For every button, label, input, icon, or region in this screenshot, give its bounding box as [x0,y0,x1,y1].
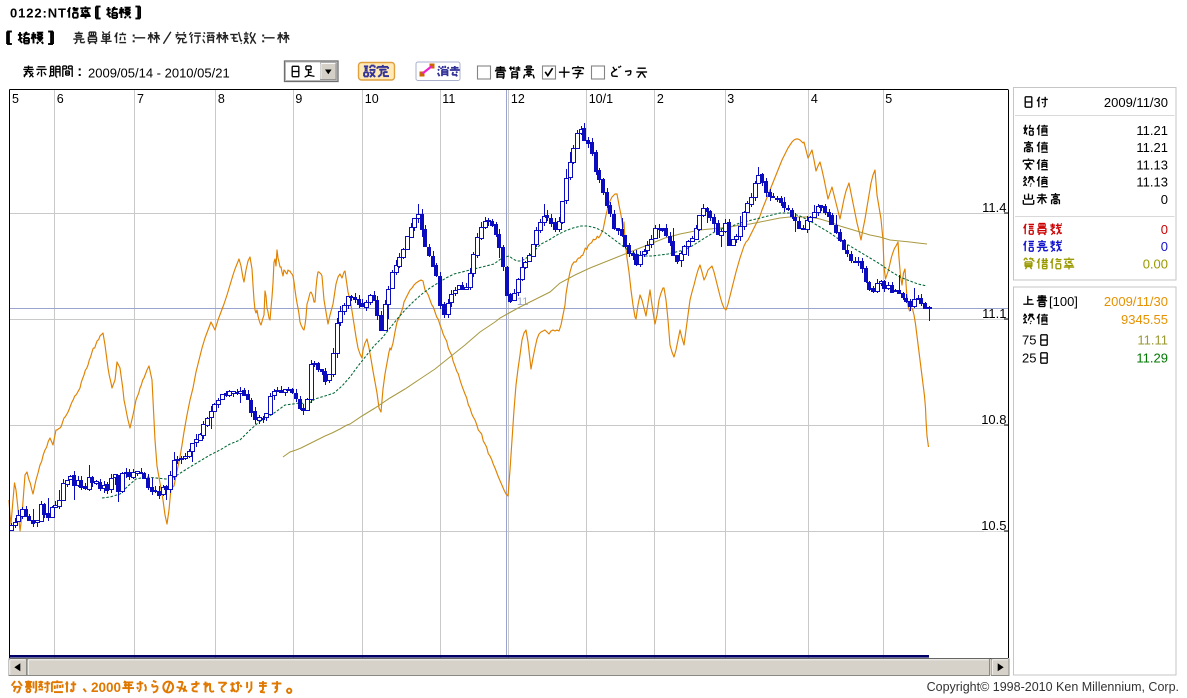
svg-text:6: 6 [57,92,64,106]
svg-text:8: 8 [218,92,225,106]
svg-text:[100]: [100] [1049,294,1078,309]
svg-text:10: 10 [365,92,379,106]
svg-text:10.8: 10.8 [981,412,1006,427]
svg-text:0: 0 [1161,192,1168,207]
svg-text:0: 0 [1161,222,1168,237]
svg-text:3: 3 [727,92,734,106]
svg-text:25: 25 [1022,351,1036,366]
svg-text:11.4: 11.4 [982,200,1006,215]
svg-text:2009/05/14 - 2010/05/21: 2009/05/14 - 2010/05/21 [88,66,230,81]
svg-text:0.00: 0.00 [1143,257,1168,272]
svg-text:0: 0 [1161,239,1168,254]
svg-text:2009/11/30: 2009/11/30 [1104,294,1168,309]
svg-text:Copyright© 1998-2010 Ken Mille: Copyright© 1998-2010 Ken Millennium, Cor… [927,680,1179,694]
svg-text:0122:NT: 0122:NT [10,6,67,21]
svg-text:2009/11/30: 2009/11/30 [1104,95,1168,110]
svg-text:11.21: 11.21 [1136,123,1168,138]
svg-text:7: 7 [137,92,144,106]
svg-text:11.11: 11.11 [1137,333,1168,348]
svg-text:2000: 2000 [91,680,121,695]
svg-text:10/1: 10/1 [589,92,613,106]
svg-text:2: 2 [657,92,664,106]
svg-text:11: 11 [517,296,528,308]
svg-text:11: 11 [442,92,455,106]
svg-text:12: 12 [511,92,525,106]
svg-text:4: 4 [811,92,818,106]
svg-text:10.5: 10.5 [981,518,1006,533]
svg-text:9: 9 [295,92,302,106]
svg-text:11.29: 11.29 [1136,351,1168,366]
svg-text:11.13: 11.13 [1136,175,1168,190]
svg-text:11.21: 11.21 [1136,140,1168,155]
svg-text:11.1: 11.1 [982,306,1006,321]
svg-text:5: 5 [12,92,19,106]
svg-text:5: 5 [885,92,892,106]
svg-text:11.13: 11.13 [1136,158,1168,173]
svg-text:9345.55: 9345.55 [1121,312,1168,327]
svg-text:75: 75 [1022,333,1036,348]
